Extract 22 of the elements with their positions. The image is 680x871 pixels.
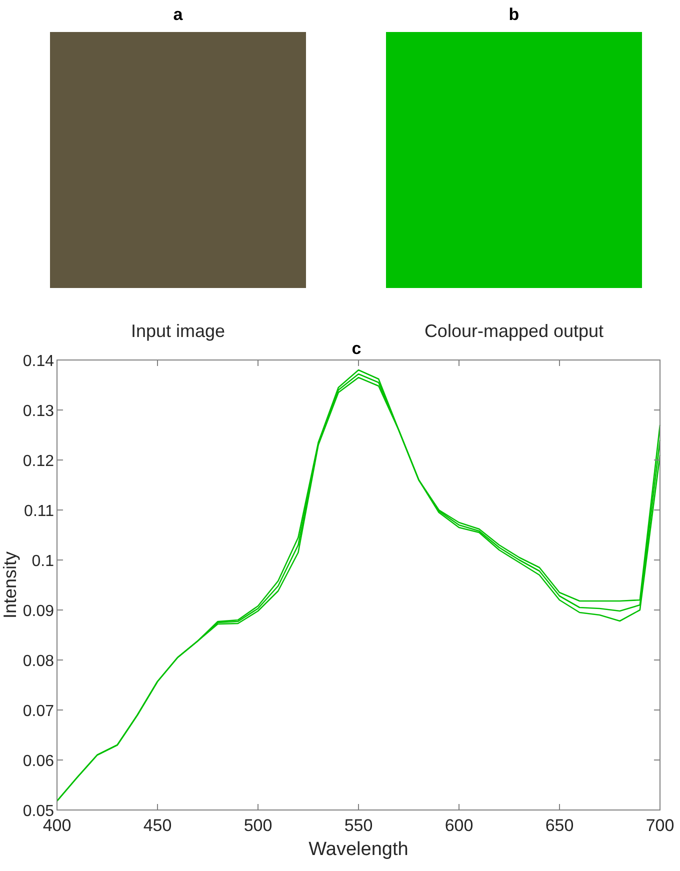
- chart-title: c: [352, 339, 362, 358]
- y-tick-label: 0.06: [22, 753, 54, 770]
- y-axis-title: Intensity: [0, 551, 20, 619]
- y-tick-label: 0.14: [22, 353, 54, 370]
- text: Input image: [130, 321, 226, 341]
- x-axis-title: Wavelength: [308, 839, 408, 860]
- x-tick-label: 550: [344, 816, 373, 835]
- x-tick-label: 600: [444, 816, 474, 835]
- y-tick-label: 0.11: [24, 503, 54, 520]
- text: a: [173, 5, 184, 24]
- x-tick-label: 450: [143, 816, 172, 835]
- y-tick-label: 0.1: [32, 553, 54, 570]
- x-tick-label: 500: [244, 816, 272, 835]
- y-tick-label: 0.12: [22, 453, 54, 470]
- y-tick-label: 0.08: [22, 653, 54, 670]
- x-tick-label: 700: [646, 816, 674, 835]
- y-tick-label: 0.13: [22, 403, 54, 420]
- y-tick-label: 0.07: [22, 703, 54, 720]
- text: Colour-mapped output: [424, 321, 604, 341]
- text: b: [508, 5, 520, 24]
- x-tick-label: 650: [545, 816, 574, 835]
- y-tick-label: 0.09: [22, 603, 54, 620]
